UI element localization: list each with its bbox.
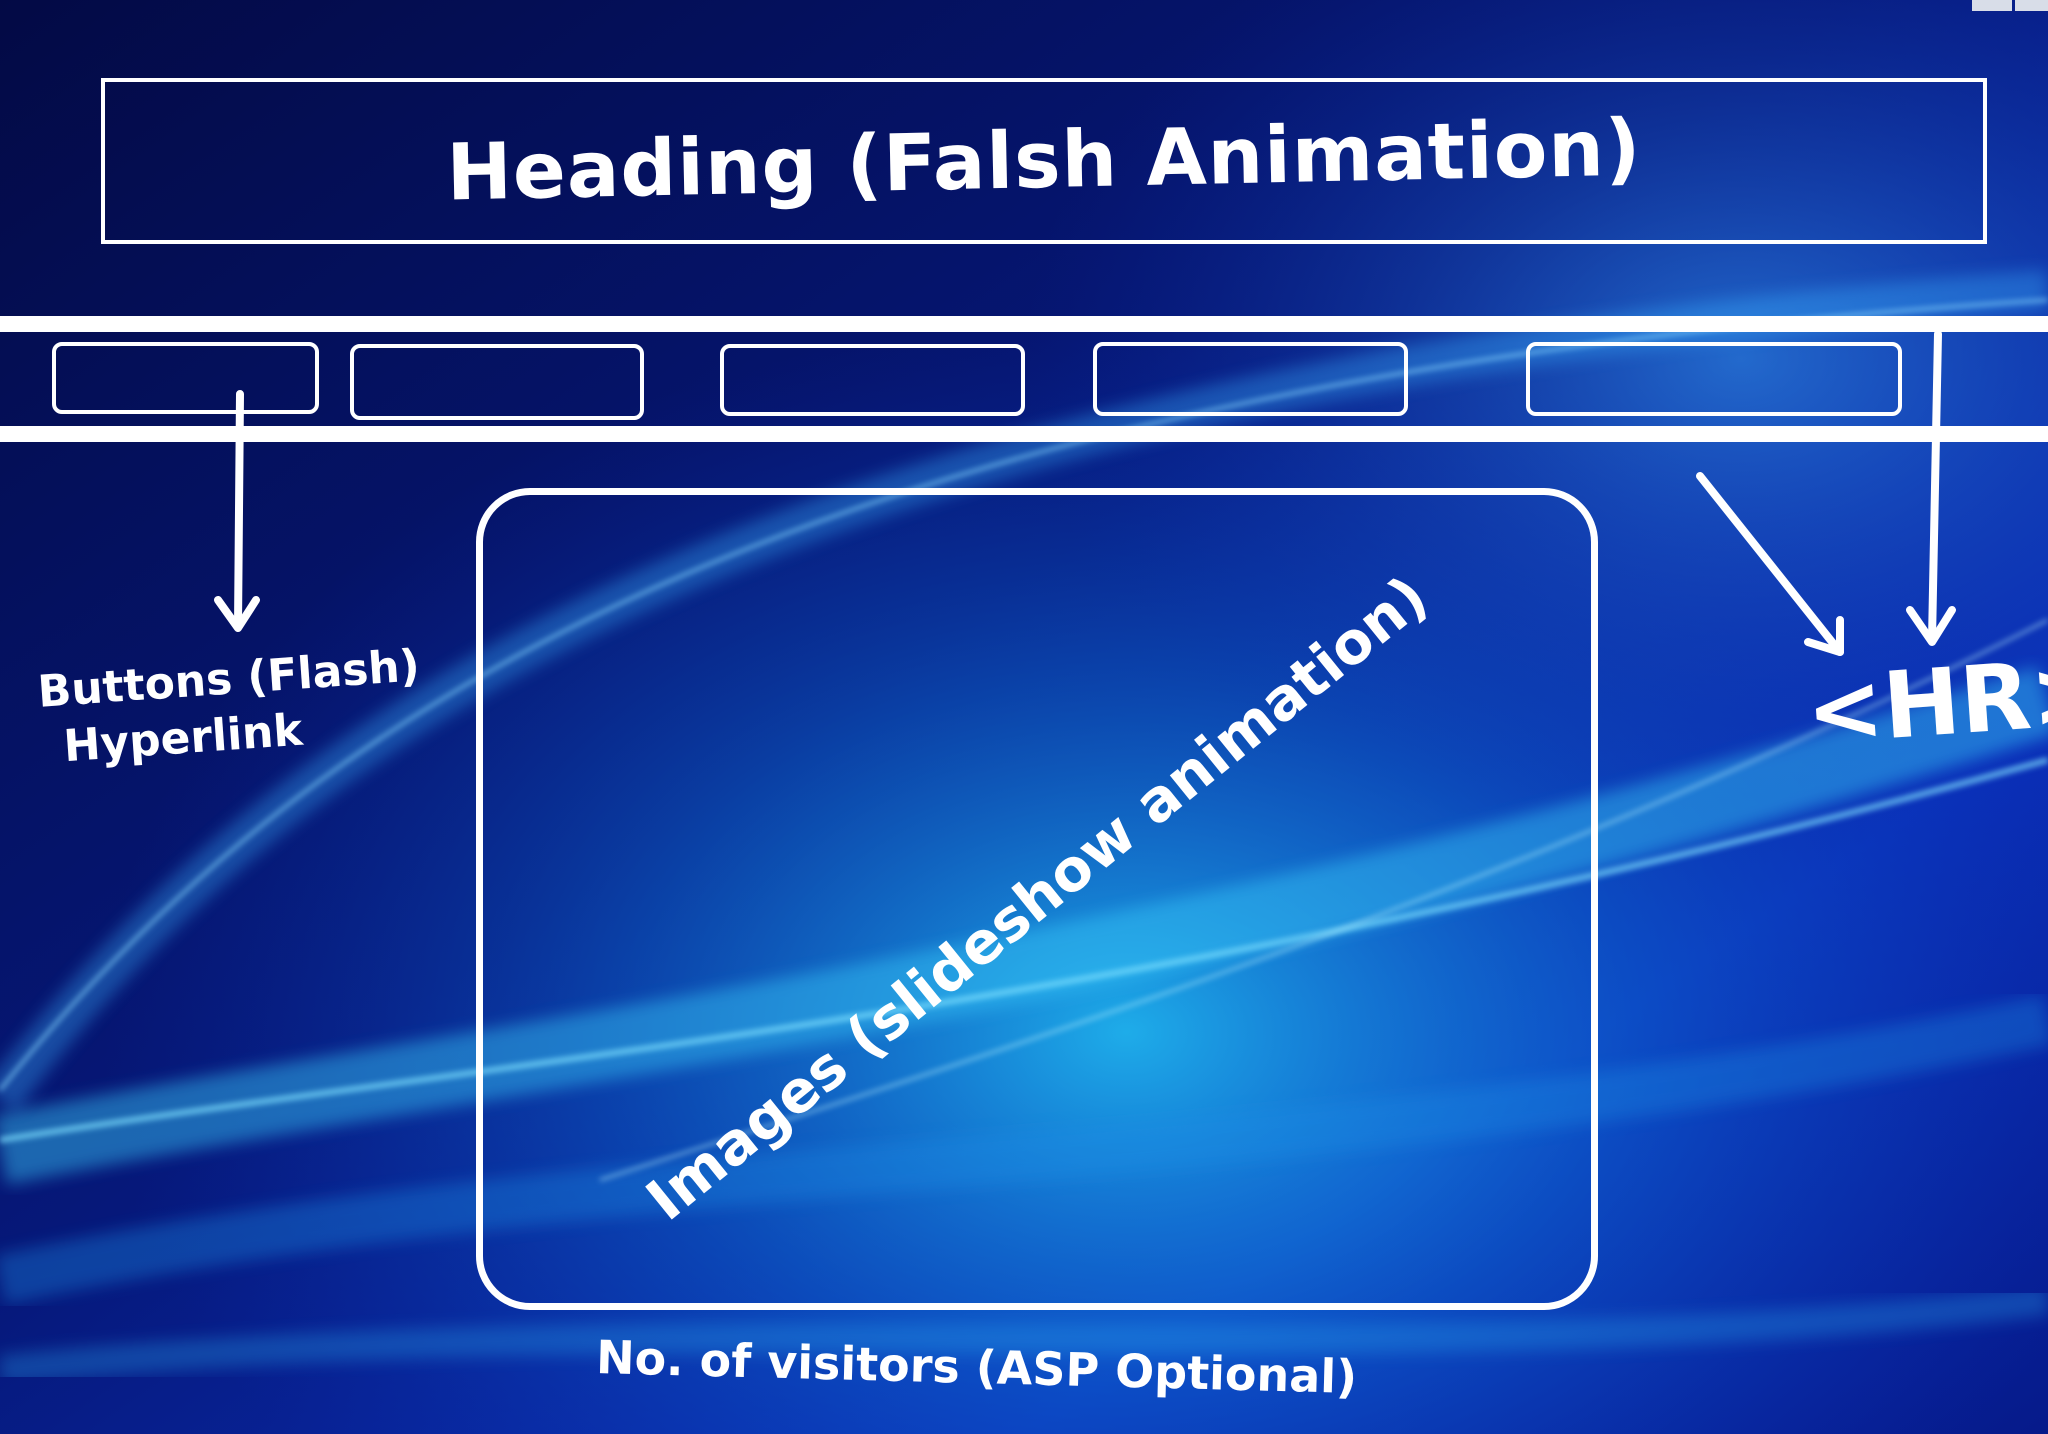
nav-button-2[interactable]	[350, 344, 644, 420]
hr-top-line	[0, 316, 2048, 332]
hr-diagonal-arrow-icon	[1696, 472, 1844, 656]
corner-toolbar-segment-1	[1972, 0, 2012, 11]
nav-button-3[interactable]	[720, 344, 1025, 416]
corner-toolbar	[1972, 0, 2048, 11]
hr-bottom-line	[0, 426, 2048, 442]
corner-toolbar-segment-2	[2015, 0, 2048, 11]
slideshow-frame[interactable]	[476, 488, 1598, 1310]
heading-box: Heading (Falsh Animation)	[101, 78, 1987, 244]
buttons-arrow-icon	[214, 390, 260, 632]
nav-button-1[interactable]	[52, 342, 319, 414]
nav-button-4[interactable]	[1093, 342, 1408, 416]
hr-vertical-arrow-icon	[1906, 330, 1956, 646]
hr-annotation: <HR>	[1802, 637, 2048, 766]
nav-button-5[interactable]	[1526, 342, 1902, 416]
